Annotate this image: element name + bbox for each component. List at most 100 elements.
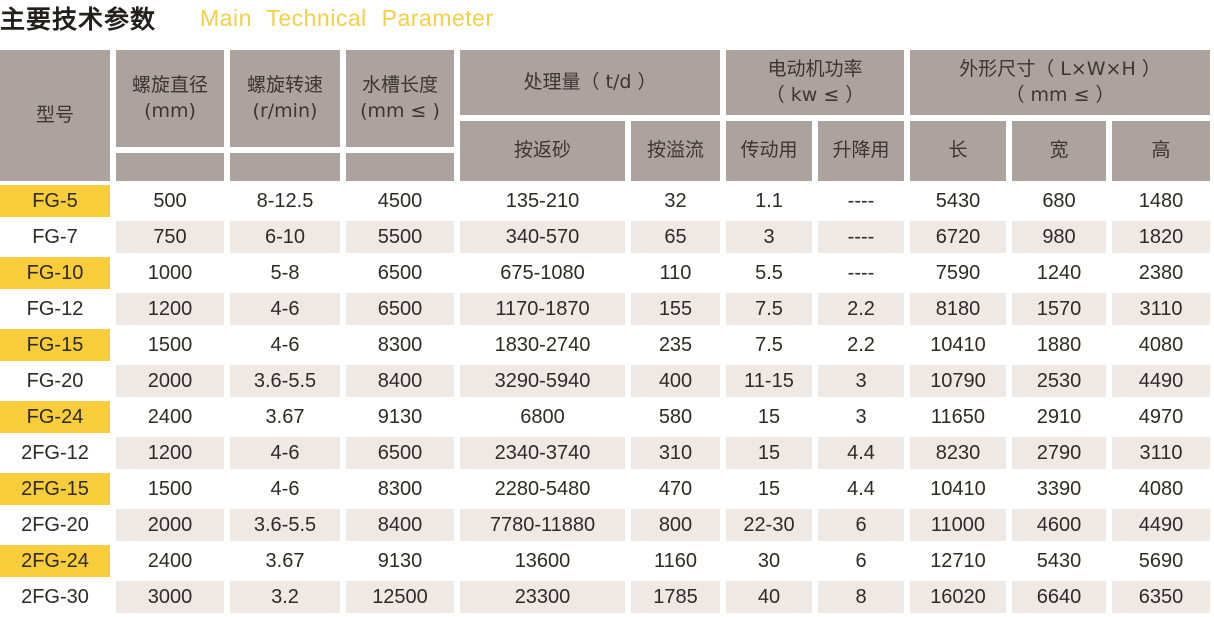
cell-speed: 4-6 — [230, 293, 340, 325]
cell-capacity-sand: 1170-1870 — [460, 293, 625, 325]
header-tank-length: 水槽长度 (mm ≤ ) — [346, 50, 454, 147]
cell-capacity-overflow: 32 — [664, 189, 687, 212]
cell-diameter: 2000 — [116, 365, 224, 397]
cell-tank-length: 12500 — [346, 581, 454, 613]
cell-length: 11000 — [910, 509, 1006, 541]
cell-motor-lift: 2.2 — [818, 293, 904, 325]
cell-capacity-overflow: 110 — [659, 261, 692, 284]
page-title: 主要技术参数 Main Technical Parameter — [0, 2, 494, 35]
cell-tank-length: 8300 — [377, 477, 423, 500]
cell-height: 1480 — [1138, 189, 1184, 212]
cell-height: 4080 — [1138, 477, 1184, 500]
cell-height: 4490 — [1112, 509, 1210, 541]
table-body: FG-5 500 8-12.5 4500 135-210 32 1.1 ---- 5430 680… — [0, 185, 1210, 613]
title-english: Main Technical Parameter — [200, 4, 494, 31]
cell-capacity-sand: 3290-5940 — [460, 365, 625, 397]
cell-speed: 5-8 — [270, 261, 300, 284]
cell-diameter: 500 — [153, 189, 187, 212]
cell-tank-length: 9130 — [377, 549, 423, 572]
header-width: 宽 — [1012, 121, 1106, 181]
cell-length: 12710 — [930, 549, 986, 572]
cell-diameter: 1200 — [116, 437, 224, 469]
cell-motor-drive: 15 — [757, 405, 781, 428]
cell-length: 11650 — [930, 405, 986, 428]
cell-width: 6640 — [1012, 581, 1106, 613]
cell-length: 10410 — [930, 333, 986, 356]
cell-motor-drive: 15 — [726, 437, 812, 469]
cell-model: FG-12 — [26, 297, 84, 320]
cell-length: 10410 — [930, 477, 986, 500]
cell-width: 2910 — [1036, 405, 1082, 428]
cell-diameter: 1500 — [147, 333, 193, 356]
cell-capacity-overflow: 1160 — [653, 549, 697, 572]
cell-motor-lift: 4.4 — [847, 477, 875, 500]
cell-model: FG-20 — [26, 369, 84, 392]
cell-motor-drive: 1.1 — [755, 189, 783, 212]
cell-motor-drive: 7.5 — [755, 333, 783, 356]
cell-tank-length: 8400 — [346, 365, 454, 397]
cell-height: 5690 — [1138, 549, 1184, 572]
cell-capacity-sand: 7780-11880 — [460, 509, 625, 541]
cell-tank-length: 6500 — [346, 437, 454, 469]
cell-capacity-overflow: 580 — [658, 405, 693, 428]
cell-tank-length: 4500 — [377, 189, 423, 212]
cell-tank-length: 9130 — [377, 405, 423, 428]
cell-motor-drive: 30 — [757, 549, 781, 572]
cell-motor-lift: 6 — [855, 549, 867, 572]
cell-model: 2FG-24 — [0, 545, 110, 577]
cell-tank-length: 8400 — [346, 509, 454, 541]
cell-model: 2FG-15 — [0, 473, 110, 505]
cell-model: 2FG-12 — [21, 441, 89, 464]
cell-height: 1820 — [1112, 221, 1210, 253]
cell-capacity-overflow: 800 — [631, 509, 720, 541]
cell-motor-drive: 11-15 — [726, 365, 812, 397]
header-motor-drive: 传动用 — [726, 121, 812, 181]
cell-diameter: 2000 — [116, 509, 224, 541]
cell-width: 4600 — [1012, 509, 1106, 541]
cell-length: 10790 — [910, 365, 1006, 397]
cell-model: 2FG-20 — [21, 513, 89, 536]
cell-tank-length: 8300 — [377, 333, 423, 356]
cell-diameter: 1000 — [147, 261, 193, 284]
cell-motor-lift: 8 — [818, 581, 904, 613]
cell-capacity-sand: 1830-2740 — [494, 333, 591, 356]
header-diameter-blank — [116, 153, 224, 181]
header-model: 型号 — [0, 50, 110, 181]
cell-diameter: 3000 — [116, 581, 224, 613]
cell-height: 4490 — [1112, 365, 1210, 397]
cell-model: FG-15 — [0, 329, 110, 361]
cell-height: 4080 — [1138, 333, 1184, 356]
cell-width: 2790 — [1012, 437, 1106, 469]
cell-capacity-sand: 2340-3740 — [460, 437, 625, 469]
cell-width: 980 — [1012, 221, 1106, 253]
cell-motor-lift: 3 — [855, 405, 867, 428]
cell-capacity-overflow: 65 — [631, 221, 720, 253]
cell-capacity-overflow: 1785 — [631, 581, 720, 613]
cell-speed: 4-6 — [270, 477, 300, 500]
cell-speed: 8-12.5 — [256, 189, 314, 212]
cell-capacity-sand: 340-570 — [460, 221, 625, 253]
header-diameter: 螺旋直径 (mm) — [116, 50, 224, 147]
cell-model: 2FG-30 — [21, 585, 89, 608]
cell-capacity-sand: 13600 — [514, 549, 571, 572]
cell-length: 8230 — [910, 437, 1006, 469]
cell-motor-lift: 3 — [818, 365, 904, 397]
header-motor-power: 电动机功率 （ kw ≤ ） — [726, 50, 904, 115]
cell-speed: 3.67 — [265, 405, 305, 428]
cell-capacity-sand: 675-1080 — [500, 261, 585, 284]
cell-capacity-overflow: 470 — [658, 477, 693, 500]
cell-motor-lift: 6 — [818, 509, 904, 541]
cell-width: 1240 — [1036, 261, 1082, 284]
cell-motor-lift: 2.2 — [847, 333, 875, 356]
cell-motor-drive: 7.5 — [726, 293, 812, 325]
cell-width: 680 — [1042, 189, 1076, 212]
cell-speed: 3.67 — [265, 549, 305, 572]
cell-height: 3110 — [1112, 437, 1210, 469]
cell-model: FG-10 — [0, 257, 110, 289]
cell-speed: 4-6 — [270, 333, 300, 356]
header-speed-blank — [230, 153, 340, 181]
cell-capacity-sand: 135-210 — [505, 189, 580, 212]
header-motor-lift: 升降用 — [818, 121, 904, 181]
cell-tank-length: 5500 — [346, 221, 454, 253]
cell-diameter: 1200 — [116, 293, 224, 325]
